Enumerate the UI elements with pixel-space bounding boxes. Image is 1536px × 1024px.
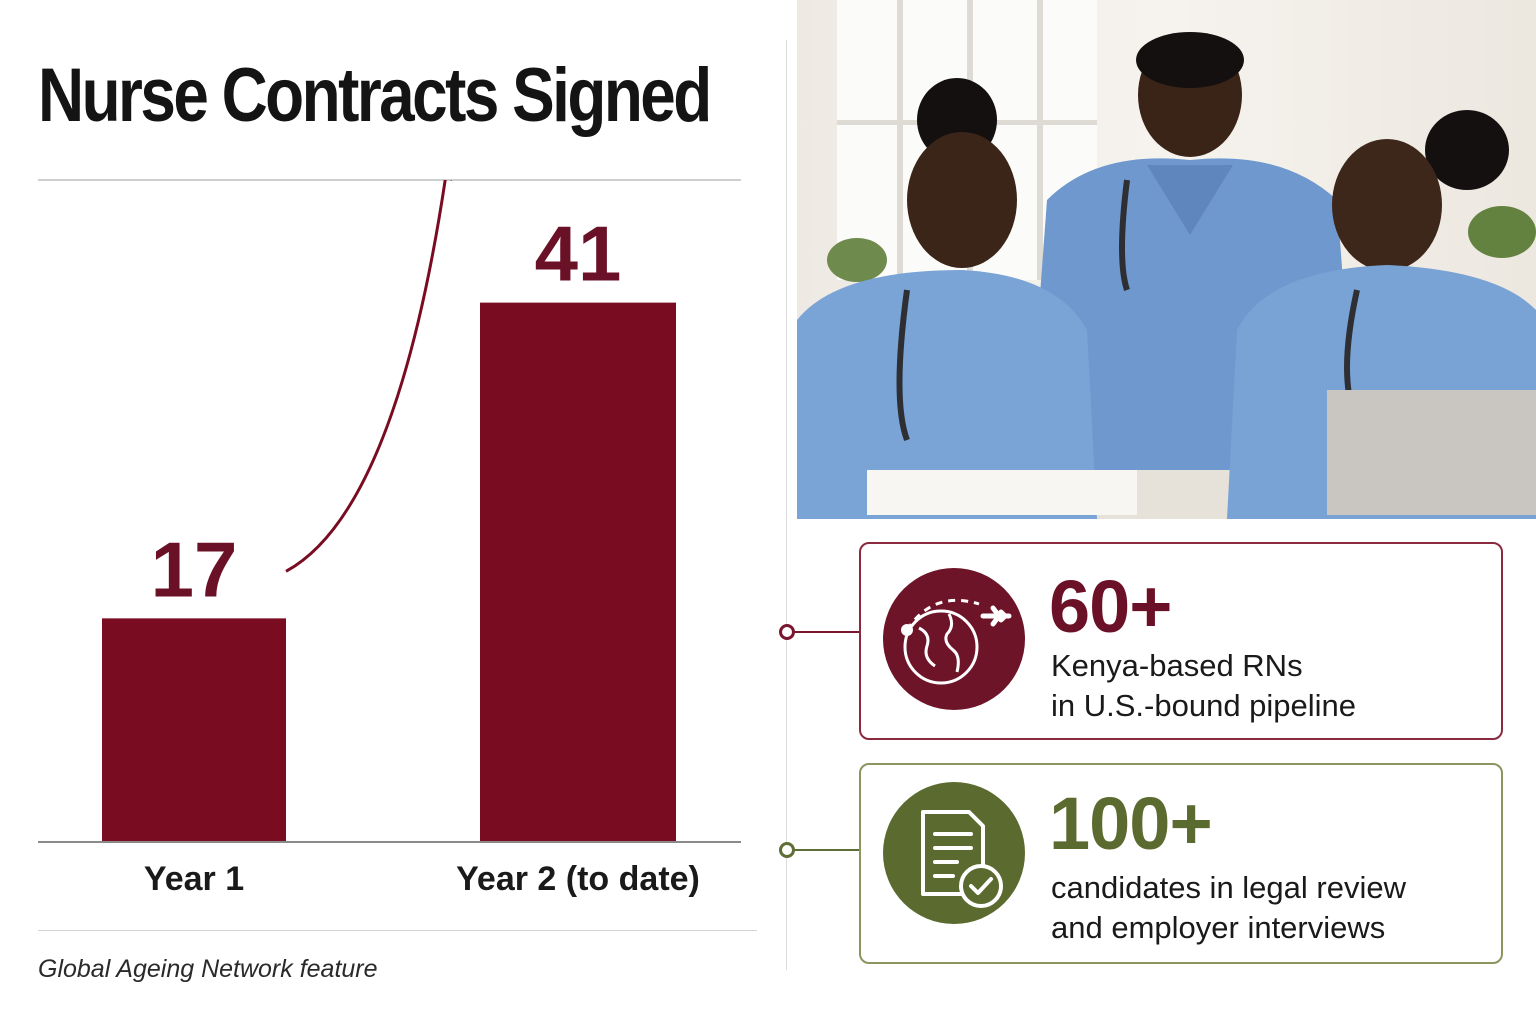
stat-line-1: candidates in legal review [1051, 870, 1406, 905]
connector-line-red [792, 631, 860, 633]
stat-card-legal-review: 100+ candidates in legal review and empl… [859, 763, 1503, 964]
stat-line-2: and employer interviews [1051, 910, 1386, 945]
x-tick-label-1: Year 1 [144, 860, 244, 898]
footer-divider [38, 930, 757, 931]
stat-value-pipeline: 60+ [1049, 565, 1173, 648]
bar-chart: 17 Year 1 41 Year 2 (to date) [38, 180, 741, 898]
globe-airplane-icon [883, 568, 1025, 710]
connector-node-green [779, 842, 795, 858]
bar-1 [102, 618, 286, 842]
column-divider [786, 40, 787, 970]
stat-description-pipeline: Kenya-based RNs in U.S.-bound pipeline [1051, 646, 1356, 726]
source-credit: Global Ageing Network feature [38, 955, 378, 983]
page-title: Nurse Contracts Signed [38, 53, 712, 138]
connector-node-red [779, 624, 795, 640]
connector-line-green [792, 849, 860, 851]
stat-card-pipeline: 60+ Kenya-based RNs in U.S.-bound pipeli… [859, 542, 1503, 740]
growth-arrow [285, 180, 447, 573]
growth-arrowhead [449, 180, 452, 181]
stat-value-legal-review: 100+ [1049, 782, 1213, 865]
stat-description-legal-review: candidates in legal review and employer … [1051, 868, 1406, 948]
nurses-photo [797, 0, 1536, 519]
document-check-icon [883, 782, 1025, 924]
stat-line-1: Kenya-based RNs [1051, 648, 1303, 683]
bar-value-label-1: 17 [151, 525, 238, 613]
title-divider [38, 179, 741, 181]
x-tick-label-2: Year 2 (to date) [456, 860, 700, 898]
bar-2 [480, 302, 676, 843]
bar-value-label-2: 41 [535, 210, 622, 298]
stat-line-2: in U.S.-bound pipeline [1051, 688, 1357, 723]
